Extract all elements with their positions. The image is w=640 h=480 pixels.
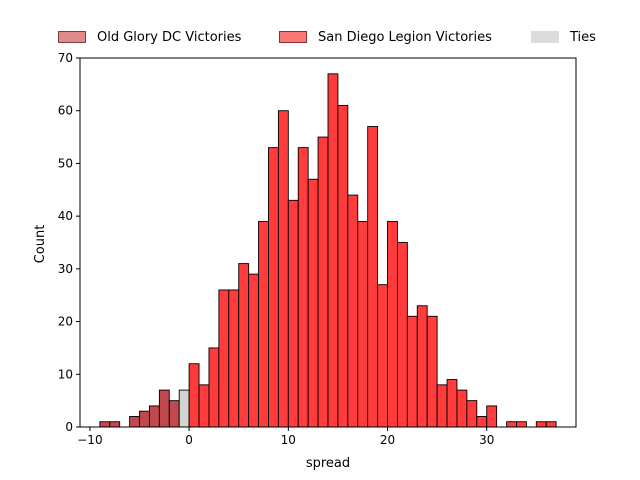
y-tick-label: 30: [58, 262, 73, 276]
bar-san-diego-legion-victories: [337, 104, 349, 428]
bar-san-diego-legion-victories: [446, 379, 458, 428]
bar-san-diego-legion-victories: [357, 220, 369, 428]
bar-san-diego-legion-victories: [535, 421, 547, 428]
bar-san-diego-legion-victories: [188, 363, 200, 428]
bar-san-diego-legion-victories: [327, 73, 339, 428]
x-tick-label: 30: [479, 433, 494, 447]
bar-san-diego-legion-victories: [238, 263, 250, 428]
y-tick-label: 20: [58, 315, 73, 329]
bar-san-diego-legion-victories: [486, 405, 498, 428]
bar-san-diego-legion-victories: [287, 199, 299, 428]
x-axis-ticks: −10 0 10 20 30: [77, 427, 494, 447]
bar-san-diego-legion-victories: [297, 147, 309, 428]
bar-old-glory-dc-victories: [168, 400, 180, 428]
bar-old-glory-dc-victories: [139, 410, 150, 428]
bar-san-diego-legion-victories: [406, 315, 418, 428]
bar-san-diego-legion-victories: [516, 421, 527, 428]
y-tick-label: 0: [65, 420, 73, 434]
bar-san-diego-legion-victories: [248, 273, 260, 428]
bar-san-diego-legion-victories: [456, 389, 468, 428]
bar-san-diego-legion-victories: [198, 384, 210, 428]
bar-san-diego-legion-victories: [208, 347, 220, 428]
legend-label-old-glory: Old Glory DC Victories: [97, 29, 242, 45]
x-tick-label: −10: [77, 433, 102, 447]
bar-san-diego-legion-victories: [377, 284, 388, 428]
bar-san-diego-legion-victories: [387, 220, 398, 428]
legend-swatch-ties: [531, 31, 559, 43]
x-tick-label: 10: [281, 433, 296, 447]
bar-san-diego-legion-victories: [277, 110, 289, 428]
bar-san-diego-legion-victories: [426, 315, 438, 428]
bar-ties: [178, 389, 190, 428]
bar-san-diego-legion-victories: [466, 400, 478, 428]
x-axis-label: spread: [306, 456, 350, 471]
bar-san-diego-legion-victories: [476, 416, 488, 428]
bar-san-diego-legion-victories: [268, 147, 279, 428]
legend-item-san-diego: San Diego Legion Victories: [279, 28, 492, 46]
y-axis-ticks: 0 10 20 30 40 50 60 70: [58, 51, 80, 434]
y-axis-label: Count: [33, 225, 48, 264]
bars-layer: [99, 73, 557, 428]
y-tick-label: 70: [58, 51, 73, 65]
bar-san-diego-legion-victories: [347, 194, 359, 428]
bar-san-diego-legion-victories: [218, 289, 230, 428]
legend-label-ties: Ties: [570, 29, 596, 45]
x-tick-label: 0: [185, 433, 193, 447]
legend: Old Glory DC Victories San Diego Legion …: [0, 28, 640, 48]
legend-swatch-san-diego: [279, 31, 307, 43]
bar-san-diego-legion-victories: [307, 178, 319, 428]
bar-old-glory-dc-victories: [99, 421, 111, 428]
x-tick-label: 20: [380, 433, 395, 447]
bar-san-diego-legion-victories: [506, 421, 517, 428]
plot-frame: [79, 57, 577, 428]
bar-san-diego-legion-victories: [367, 126, 379, 428]
bar-san-diego-legion-victories: [396, 242, 408, 428]
y-tick-label: 50: [58, 156, 73, 170]
legend-item-ties: Ties: [531, 28, 596, 46]
bar-san-diego-legion-victories: [228, 289, 240, 428]
bar-old-glory-dc-victories: [148, 405, 160, 428]
bar-san-diego-legion-victories: [416, 305, 428, 428]
bar-san-diego-legion-victories: [317, 136, 329, 428]
y-tick-label: 40: [58, 209, 73, 223]
y-tick-label: 10: [58, 367, 73, 381]
bar-san-diego-legion-victories: [545, 421, 557, 428]
bar-old-glory-dc-victories: [129, 416, 140, 428]
bar-san-diego-legion-victories: [258, 220, 269, 428]
y-tick-label: 60: [58, 104, 73, 118]
bar-san-diego-legion-victories: [436, 384, 448, 428]
legend-swatch-old-glory: [58, 31, 86, 43]
legend-item-old-glory: Old Glory DC Victories: [58, 28, 241, 46]
bar-old-glory-dc-victories: [109, 421, 121, 428]
bar-old-glory-dc-victories: [158, 389, 170, 428]
legend-label-san-diego: San Diego Legion Victories: [318, 29, 492, 45]
